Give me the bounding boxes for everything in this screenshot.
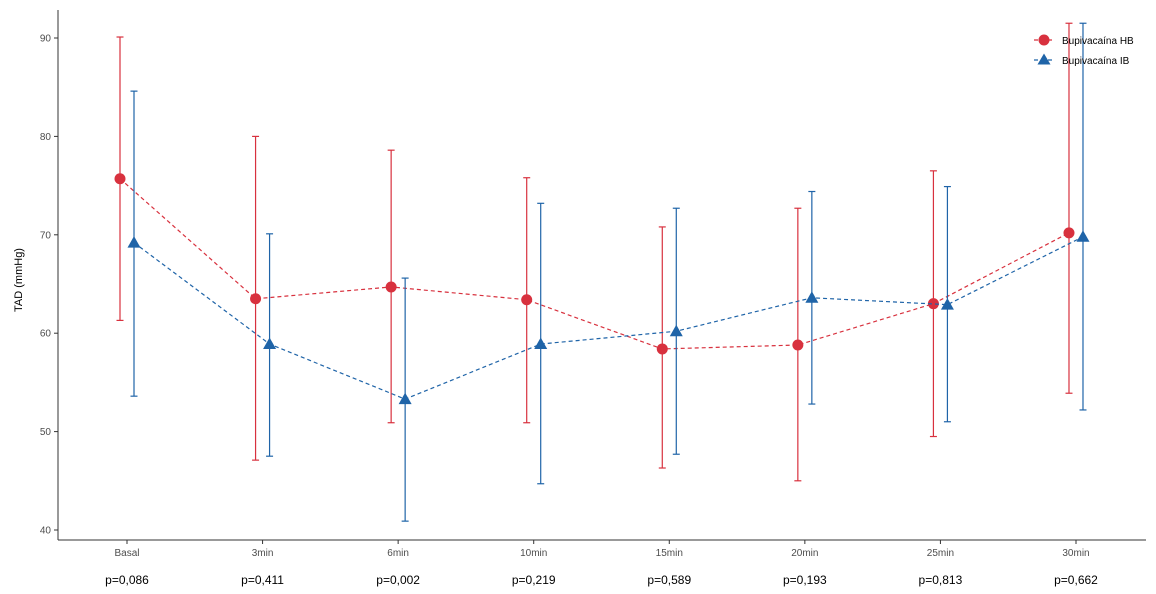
data-point bbox=[398, 392, 412, 405]
y-tick-label: 50 bbox=[40, 427, 52, 438]
y-tick-label: 80 bbox=[40, 132, 52, 143]
y-tick-label: 70 bbox=[40, 230, 52, 241]
p-value-label: p=0,589 bbox=[647, 573, 691, 587]
y-tick-label: 40 bbox=[40, 526, 52, 537]
data-point bbox=[250, 293, 262, 305]
data-point bbox=[534, 337, 548, 350]
x-tick-label: 6min bbox=[387, 548, 409, 559]
x-tick-label: 30min bbox=[1062, 548, 1089, 559]
series-line bbox=[133, 236, 1084, 400]
data-point bbox=[792, 339, 804, 351]
y-tick-label: 90 bbox=[40, 34, 52, 45]
y-axis-title: TAD (mmHg) bbox=[13, 248, 25, 312]
p-values: p=0,086 p=0,411 p=0,002 p=0,219 p=0,589 p=0,1… bbox=[105, 573, 1098, 587]
y-ticks: 40 50 60 70 80 90 bbox=[40, 34, 58, 537]
series-layer bbox=[114, 22, 1090, 522]
data-point bbox=[385, 281, 397, 293]
p-value-label: p=0,813 bbox=[919, 573, 963, 587]
p-value-label: p=0,002 bbox=[376, 573, 420, 587]
p-value-label: p=0,086 bbox=[105, 573, 149, 587]
x-tick-label: Basal bbox=[114, 548, 139, 559]
p-value-label: p=0,219 bbox=[512, 573, 556, 587]
x-tick-label: 25min bbox=[927, 548, 954, 559]
data-point bbox=[127, 236, 141, 248]
data-point bbox=[1063, 227, 1075, 239]
data-point bbox=[940, 298, 954, 310]
p-value-label: p=0,411 bbox=[241, 573, 284, 587]
x-ticks: Basal 3min 6min 10min 15min 20min 25min 30min bbox=[114, 540, 1090, 559]
y-tick-label: 60 bbox=[40, 329, 52, 340]
legend-hb-label: Bupivacaína HB bbox=[1062, 36, 1134, 47]
p-value-label: p=0,193 bbox=[783, 573, 827, 587]
x-tick-label: 3min bbox=[252, 548, 274, 559]
data-point bbox=[805, 291, 819, 303]
p-value-label: p=0,662 bbox=[1054, 573, 1098, 587]
data-point bbox=[521, 294, 533, 306]
data-point bbox=[114, 173, 126, 185]
series-hb bbox=[114, 22, 1075, 482]
legend-ib-label: Bupivacaína IB bbox=[1062, 56, 1130, 67]
legend-ib-marker bbox=[1037, 53, 1051, 65]
legend-item-ib: Bupivacaína IB bbox=[1034, 53, 1130, 67]
legend-hb-marker bbox=[1038, 34, 1050, 46]
data-point bbox=[656, 343, 668, 355]
legend: Bupivacaína HB Bupivacaína IB bbox=[1034, 34, 1134, 67]
data-point bbox=[927, 298, 939, 310]
x-tick-label: 10min bbox=[520, 548, 547, 559]
data-point bbox=[669, 324, 683, 337]
series-line bbox=[119, 178, 1070, 350]
legend-item-hb: Bupivacaína HB bbox=[1034, 34, 1134, 47]
x-tick-label: 20min bbox=[791, 548, 818, 559]
data-point bbox=[263, 337, 277, 350]
series-ib bbox=[127, 22, 1090, 522]
data-point bbox=[1076, 230, 1090, 242]
x-tick-label: 15min bbox=[656, 548, 683, 559]
